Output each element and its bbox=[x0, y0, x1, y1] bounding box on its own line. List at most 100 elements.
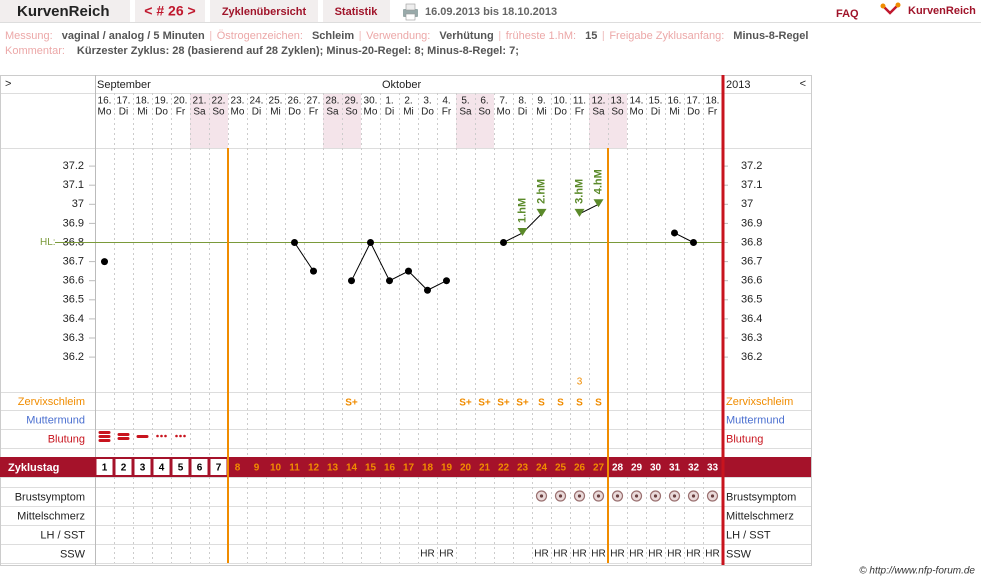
hm-label: 3.hM bbox=[573, 179, 585, 204]
logo-text[interactable]: KurvenReich bbox=[908, 5, 976, 17]
day-number: 7. bbox=[499, 96, 507, 107]
weekend-shade bbox=[190, 93, 209, 148]
cervix-mark: S+ bbox=[516, 398, 529, 409]
info-value: 15 bbox=[585, 30, 597, 42]
hm-label: 2.hM bbox=[535, 179, 547, 204]
temperature-point bbox=[405, 267, 412, 275]
cycle-day: 28 bbox=[612, 463, 624, 474]
bleeding-bar bbox=[117, 437, 130, 440]
cycle-day: 22 bbox=[498, 463, 510, 474]
day-number: 1. bbox=[385, 96, 393, 107]
symbol-core bbox=[653, 494, 658, 498]
weekend-shade bbox=[475, 93, 494, 148]
cycle-day: 33 bbox=[707, 463, 719, 474]
hm-label: 1.hM bbox=[516, 198, 528, 223]
day-number: 4. bbox=[442, 96, 450, 107]
month-label: Oktober bbox=[382, 79, 421, 91]
y-tick-label: 36.2 bbox=[63, 351, 84, 363]
cycle-day: 26 bbox=[574, 463, 586, 474]
cycle-nav[interactable]: < # 26 > bbox=[144, 3, 195, 19]
info-value: Minus-8-Regel bbox=[733, 30, 808, 42]
weekday: Sa bbox=[326, 107, 339, 118]
info-label: früheste 1.hM: bbox=[506, 30, 576, 42]
cervix-mark: S+ bbox=[497, 398, 510, 409]
symbol-core bbox=[691, 494, 696, 498]
cycle-day: 24 bbox=[536, 463, 548, 474]
cycle-day: 12 bbox=[308, 463, 320, 474]
weekday: Di bbox=[651, 107, 660, 118]
weekday: Mo bbox=[630, 107, 644, 118]
tab[interactable]: Statistik bbox=[335, 6, 379, 18]
faq-link[interactable]: FAQ bbox=[836, 8, 859, 20]
cycle-day: 29 bbox=[631, 463, 643, 474]
weekday: Do bbox=[687, 107, 700, 118]
cervix-mark: S+ bbox=[459, 398, 472, 409]
cycle-day: 4 bbox=[159, 463, 165, 474]
day-number: 14. bbox=[630, 96, 644, 107]
temperature-point bbox=[671, 229, 678, 237]
cycle-day: 10 bbox=[270, 463, 282, 474]
cervix-mark: S bbox=[595, 398, 602, 409]
bleeding-dot bbox=[175, 434, 178, 438]
cycle-day: 2 bbox=[121, 463, 127, 474]
cycle-day-cell bbox=[210, 459, 227, 475]
bleeding-bar bbox=[117, 433, 130, 436]
app-title[interactable]: KurvenReich bbox=[17, 3, 110, 20]
weekday: Fr bbox=[708, 107, 718, 118]
bleeding-mark bbox=[175, 434, 186, 438]
day-number: 22. bbox=[212, 96, 226, 107]
cycle-day: 9 bbox=[254, 463, 260, 474]
weekday: So bbox=[345, 107, 358, 118]
cycle-day: 13 bbox=[327, 463, 339, 474]
hm-marker bbox=[517, 227, 528, 236]
y-tick-label: 36.7 bbox=[63, 256, 84, 268]
row-label: Brustsymptom bbox=[726, 491, 796, 503]
temperature-point bbox=[310, 267, 317, 275]
tab[interactable]: Zyklenübersicht bbox=[222, 6, 307, 18]
cycle-day-cell bbox=[115, 459, 132, 475]
cycle-day: 3 bbox=[140, 463, 146, 474]
cervix-mark: S bbox=[538, 398, 545, 409]
y-tick-label: 36.4 bbox=[741, 313, 762, 325]
day-number: 13. bbox=[611, 96, 625, 107]
row-label: Muttermund bbox=[26, 414, 85, 426]
print-icon[interactable] bbox=[403, 3, 418, 21]
ssw-mark: HR bbox=[553, 549, 567, 560]
bleeding-mark bbox=[98, 431, 111, 442]
nav-button[interactable]: < bbox=[800, 78, 806, 90]
bleeding-dot bbox=[179, 434, 182, 438]
info-value: vaginal / analog / 5 Minuten bbox=[62, 30, 205, 42]
weekday: So bbox=[212, 107, 225, 118]
cycle-day: 16 bbox=[384, 463, 396, 474]
day-number: 26. bbox=[288, 96, 302, 107]
cervix-mark: S bbox=[576, 398, 583, 409]
tab-bg bbox=[135, 0, 205, 22]
ssw-mark: HR bbox=[572, 549, 586, 560]
breast-symptom-mark bbox=[687, 490, 700, 502]
y-tick-label: 36.8 bbox=[741, 236, 762, 248]
symbol-core bbox=[672, 494, 677, 498]
bleeding-dot bbox=[164, 434, 167, 438]
nav-button[interactable]: > bbox=[5, 78, 11, 90]
row-label: Zervixschleim bbox=[726, 396, 793, 408]
breast-symptom-mark bbox=[554, 490, 567, 502]
bleeding-dot bbox=[156, 434, 159, 438]
hm-marker bbox=[574, 208, 585, 217]
y-tick-label: 37.2 bbox=[741, 160, 762, 172]
day-number: 29. bbox=[345, 96, 359, 107]
weekday: So bbox=[611, 107, 624, 118]
breast-symptom-mark bbox=[649, 490, 662, 502]
icon-part bbox=[405, 3, 416, 11]
info-label: Freigabe Zyklusanfang: bbox=[609, 30, 724, 42]
day-number: 18. bbox=[136, 96, 150, 107]
row-label: Blutung bbox=[48, 433, 85, 445]
cycle-day-cell bbox=[172, 459, 189, 475]
nfp-chart: > <September Oktober 201316.Mo17.Di18.Mi19.… bbox=[0, 75, 812, 566]
hm-marker bbox=[593, 199, 604, 208]
cycle-day: 21 bbox=[479, 463, 491, 474]
chart-frame bbox=[0, 75, 812, 566]
y-tick-label: 36.5 bbox=[741, 294, 762, 306]
cervix-mark: S+ bbox=[345, 398, 358, 409]
day-number: 3. bbox=[423, 96, 431, 107]
day-number: 20. bbox=[174, 96, 188, 107]
